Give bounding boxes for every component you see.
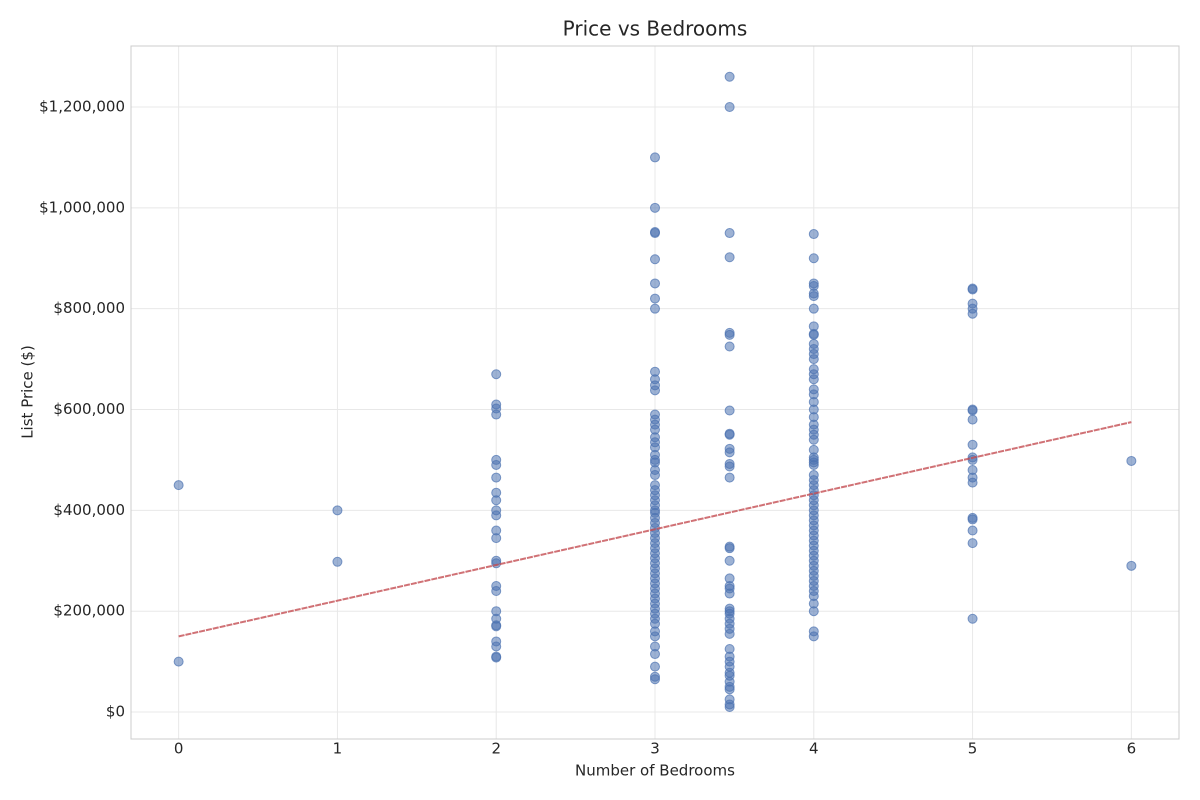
scatter-point — [491, 369, 502, 380]
scatter-point — [650, 385, 660, 396]
scatter-point — [650, 152, 660, 163]
scatter-point — [650, 661, 660, 672]
y-tick-label: $0 — [106, 703, 125, 721]
scatter-point — [1126, 560, 1137, 571]
y-tick-label: $600,000 — [53, 400, 125, 418]
scatter-point — [808, 434, 819, 445]
y-tick-label: $1,000,000 — [39, 198, 125, 216]
x-tick-label: 6 — [1127, 740, 1137, 758]
scatter-point — [650, 674, 660, 685]
x-tick-label: 4 — [809, 740, 819, 758]
x-tick-label: 2 — [491, 740, 501, 758]
scatter-point — [967, 414, 978, 425]
scatter-point — [808, 459, 819, 470]
scatter-point — [967, 439, 978, 450]
scatter-point — [173, 480, 184, 491]
plot-frame — [130, 45, 1180, 740]
scatter-point — [491, 510, 502, 521]
scatter-point — [808, 631, 819, 642]
scatter-point — [724, 329, 735, 340]
x-tick-label: 5 — [968, 740, 978, 758]
scatter-point — [808, 374, 819, 385]
scatter-point — [724, 71, 735, 82]
scatter-point — [724, 102, 735, 113]
scatter-point — [650, 228, 660, 239]
scatter-point — [967, 514, 978, 525]
x-tick-label: 1 — [333, 740, 343, 758]
scatter-point — [724, 701, 735, 712]
y-axis-label: List Price ($) — [19, 345, 37, 439]
scatter-point — [650, 303, 660, 314]
scatter-point — [491, 652, 502, 663]
scatter-point — [650, 254, 660, 265]
y-tick-label: $200,000 — [53, 602, 125, 620]
scatter-point — [332, 556, 343, 567]
scatter-point — [491, 621, 502, 632]
scatter-point — [491, 495, 502, 506]
scatter-point — [808, 303, 819, 314]
scatter-point — [173, 656, 184, 667]
scatter-point — [724, 461, 735, 472]
y-tick-label: $400,000 — [53, 501, 125, 519]
scatter-point — [808, 229, 819, 240]
scatter-point — [491, 533, 502, 544]
scatter-point — [808, 253, 819, 264]
scatter-point — [724, 588, 735, 599]
scatter-point — [724, 447, 735, 458]
scatter-point — [967, 525, 978, 536]
scatter-point — [724, 341, 735, 352]
scatter-point — [724, 628, 735, 639]
scatter-point — [650, 649, 660, 660]
scatter-point — [724, 543, 735, 554]
scatter-point — [967, 308, 978, 319]
scatter-point — [724, 405, 735, 416]
scatter-point — [724, 472, 735, 483]
scatter-point — [808, 354, 819, 365]
scatter-point — [724, 252, 735, 263]
scatter-point — [724, 684, 735, 695]
scatter-point — [332, 505, 343, 516]
scatter-point — [967, 477, 978, 488]
y-tick-label: $800,000 — [53, 299, 125, 317]
scatter-point — [1126, 455, 1137, 466]
x-tick-label: 0 — [174, 740, 184, 758]
scatter-point — [724, 555, 735, 566]
trend-line — [178, 421, 1132, 638]
scatter-point — [650, 278, 660, 289]
scatter-point — [491, 409, 502, 420]
x-axis-label: Number of Bedrooms — [575, 762, 735, 780]
scatter-point — [650, 631, 660, 642]
scatter-point — [650, 470, 660, 481]
scatter-point — [808, 291, 819, 302]
scatter-point — [967, 613, 978, 624]
scatter-point — [967, 284, 978, 295]
scatter-point — [724, 429, 735, 440]
chart-title: Price vs Bedrooms — [563, 17, 748, 41]
scatter-point — [650, 202, 660, 213]
scatter-point — [967, 405, 978, 416]
x-tick-label: 3 — [650, 740, 660, 758]
scatter-point — [808, 329, 819, 340]
scatter-point — [967, 538, 978, 549]
scatter-point — [650, 293, 660, 304]
scatter-point — [491, 641, 502, 652]
scatter-point — [491, 472, 502, 483]
scatter-point — [724, 228, 735, 239]
scatter-point — [491, 459, 502, 470]
y-tick-label: $1,200,000 — [39, 98, 125, 116]
scatter-point — [491, 586, 502, 597]
scatter-point — [808, 606, 819, 617]
